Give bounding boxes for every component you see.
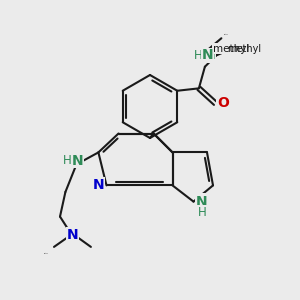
Text: H: H <box>196 50 203 60</box>
Text: H: H <box>197 206 206 219</box>
Text: N: N <box>196 195 208 208</box>
Text: H: H <box>63 154 72 167</box>
Text: methyl: methyl <box>224 34 228 35</box>
Text: methyl: methyl <box>235 46 240 47</box>
Text: methyl: methyl <box>213 44 249 54</box>
Text: N: N <box>67 228 78 242</box>
Text: H: H <box>194 49 203 62</box>
Text: O: O <box>217 96 229 110</box>
Text: methyl: methyl <box>44 253 49 254</box>
Text: N: N <box>206 49 215 62</box>
Text: N: N <box>92 178 104 192</box>
Text: methyl: methyl <box>227 44 261 54</box>
Text: N: N <box>202 48 214 62</box>
Text: O: O <box>217 97 227 110</box>
Text: N: N <box>72 154 84 167</box>
